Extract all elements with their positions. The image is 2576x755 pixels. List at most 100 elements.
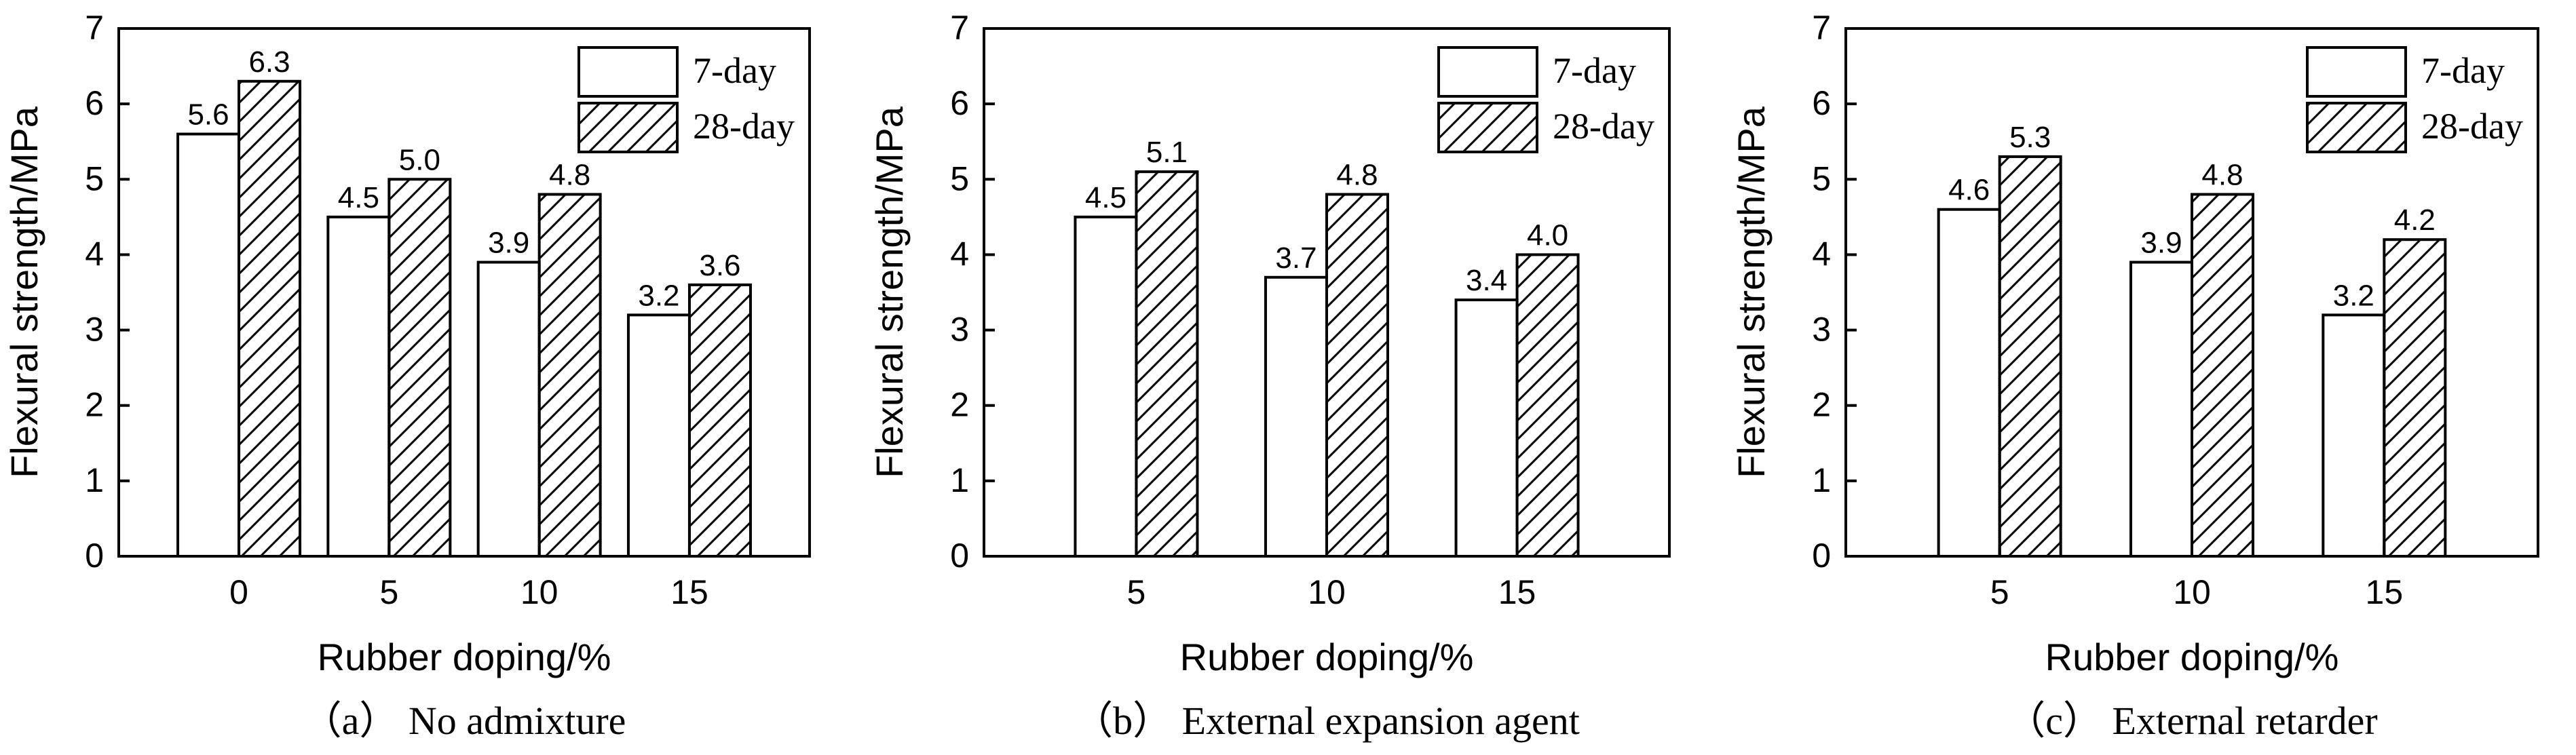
y-tick-label: 3 xyxy=(950,311,969,349)
y-tick-label: 7 xyxy=(1812,9,1831,47)
panel-caption: （c） External retarder xyxy=(2006,699,2378,743)
bar-7-day-5 xyxy=(1937,208,2001,558)
y-tick-label: 5 xyxy=(1812,159,1831,197)
x-axis-title: Rubber doping/% xyxy=(318,636,611,678)
data-label: 3.9 xyxy=(2140,227,2182,260)
x-tick-label: 10 xyxy=(2173,573,2211,611)
bar-28-day-0 xyxy=(238,79,302,558)
bar-7-day-10 xyxy=(476,260,541,558)
data-label: 4.5 xyxy=(1085,181,1126,214)
x-tick-label: 0 xyxy=(229,573,248,611)
legend-swatch-28-day xyxy=(1437,102,1538,153)
y-tick-label: 1 xyxy=(1812,461,1831,499)
bar-28-day-10 xyxy=(537,193,602,558)
data-label: 6.3 xyxy=(248,45,290,79)
data-label: 4.5 xyxy=(338,181,379,214)
x-tick-label: 10 xyxy=(1308,573,1346,611)
y-tick-label: 1 xyxy=(85,461,104,499)
x-axis-title: Rubber doping/% xyxy=(2045,636,2339,678)
bar-7-day-5 xyxy=(1074,215,1138,558)
x-tick-label: 5 xyxy=(379,573,398,611)
y-tick-label: 4 xyxy=(85,235,104,273)
legend-swatch-28-day xyxy=(577,102,679,153)
legend-label-28-day: 28-day xyxy=(2421,106,2523,147)
y-tick-label: 6 xyxy=(1812,84,1831,122)
chart-panel-0: 5.6 4.5 3.9 3.2 6.3 5.0 4.8 3.6 0 1 2 3 4 5 6 7 0 5 10 15 Ru… xyxy=(3,9,811,743)
y-tick-label: 3 xyxy=(85,311,104,349)
y-tick-label: 1 xyxy=(950,461,969,499)
bar-7-day-5 xyxy=(326,215,391,558)
bar-7-day-10 xyxy=(1264,275,1328,558)
data-label: 3.4 xyxy=(1466,264,1507,297)
data-label: 5.3 xyxy=(2009,121,2051,154)
y-tick-label: 5 xyxy=(950,159,969,197)
data-label: 5.6 xyxy=(187,98,229,132)
legend-swatch-28-day xyxy=(2306,102,2407,153)
y-tick-label: 0 xyxy=(1812,537,1831,575)
legend-label-7-day: 7-day xyxy=(1553,50,1636,91)
data-label: 5.1 xyxy=(1146,136,1188,169)
y-tick-label: 0 xyxy=(950,537,969,575)
y-tick-label: 6 xyxy=(950,84,969,122)
data-label: 4.8 xyxy=(1336,159,1378,192)
y-axis-title: Flexural strength/MPa xyxy=(1730,106,1773,478)
legend-label-28-day: 28-day xyxy=(693,106,795,147)
data-label: 3.6 xyxy=(699,249,740,282)
y-tick-label: 6 xyxy=(85,84,104,122)
y-axis-title: Flexural strength/MPa xyxy=(868,106,911,478)
y-tick-label: 2 xyxy=(85,386,104,424)
legend-label-7-day: 7-day xyxy=(2421,50,2505,91)
bar-28-day-5 xyxy=(1135,170,1199,558)
chart-panel-1: 4.5 3.7 3.4 5.1 4.8 4.0 0 1 2 3 4 5 6 7 5 10 15 Rubber do… xyxy=(868,9,1671,743)
bar-7-day-15 xyxy=(1454,298,1519,558)
y-tick-label: 4 xyxy=(950,235,969,273)
bar-28-day-15 xyxy=(1515,253,1580,558)
panel-caption: （a） No admixture xyxy=(303,699,626,743)
plot-frame xyxy=(117,27,811,558)
y-tick-label: 7 xyxy=(950,9,969,47)
bar-7-day-10 xyxy=(2129,260,2193,558)
bar-28-day-15 xyxy=(2383,238,2447,558)
bar-28-day-10 xyxy=(2191,193,2254,558)
y-tick-label: 4 xyxy=(1812,235,1831,273)
y-tick-label: 2 xyxy=(1812,386,1831,424)
x-tick-label: 15 xyxy=(1498,573,1536,611)
y-tick-label: 0 xyxy=(85,537,104,575)
x-tick-label: 15 xyxy=(2366,573,2404,611)
bar-7-day-15 xyxy=(2322,313,2386,558)
bar-28-day-15 xyxy=(687,283,752,558)
data-label: 3.2 xyxy=(2333,279,2374,312)
chart-panel-2: 4.6 3.9 3.2 5.3 4.8 4.2 0 1 2 3 4 5 6 7 5 10 15 Rubber do… xyxy=(1730,9,2539,743)
data-label: 4.8 xyxy=(2201,159,2243,192)
legend-label-7-day: 7-day xyxy=(693,50,776,91)
legend-swatch-7-day xyxy=(577,46,679,98)
y-axis-title: Flexural strength/MPa xyxy=(3,106,45,478)
data-label: 4.2 xyxy=(2394,204,2436,237)
data-label: 4.8 xyxy=(549,159,590,192)
y-tick-label: 7 xyxy=(85,9,104,47)
bar-28-day-5 xyxy=(1998,155,2062,558)
bar-28-day-5 xyxy=(387,178,452,558)
x-tick-label: 5 xyxy=(1127,573,1146,611)
data-label: 3.7 xyxy=(1275,241,1317,275)
x-tick-label: 15 xyxy=(670,573,708,611)
y-tick-label: 2 xyxy=(950,386,969,424)
legend-swatch-7-day xyxy=(1437,46,1538,98)
data-label: 4.0 xyxy=(1527,218,1568,252)
y-tick-label: 5 xyxy=(85,159,104,197)
legend-label-28-day: 28-day xyxy=(1553,106,1654,147)
bar-7-day-0 xyxy=(176,132,241,558)
data-label: 3.9 xyxy=(488,227,529,260)
data-label: 5.0 xyxy=(399,143,440,176)
bar-7-day-15 xyxy=(626,313,691,558)
x-axis-title: Rubber doping/% xyxy=(1180,636,1474,678)
data-label: 3.2 xyxy=(638,279,679,312)
x-tick-label: 5 xyxy=(1990,573,2009,611)
bar-28-day-10 xyxy=(1325,193,1389,558)
legend-swatch-7-day xyxy=(2306,46,2407,98)
y-tick-label: 3 xyxy=(1812,311,1831,349)
data-label: 4.6 xyxy=(1948,174,1990,207)
panel-caption: （b） External expansion agent xyxy=(1074,699,1580,743)
x-tick-label: 10 xyxy=(520,573,558,611)
